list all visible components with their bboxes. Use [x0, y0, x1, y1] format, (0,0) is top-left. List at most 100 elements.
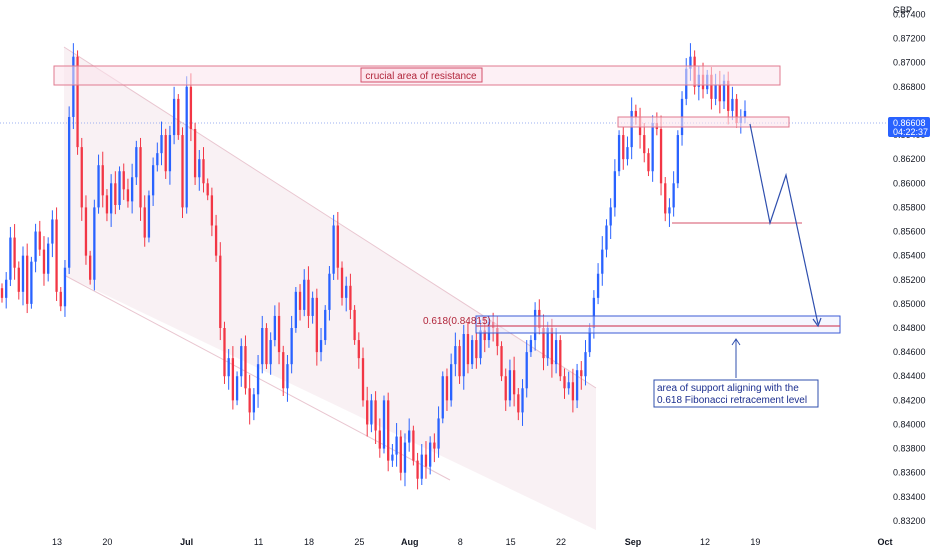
candle-body — [303, 279, 306, 310]
price-tick-label: 0.83600 — [893, 468, 926, 478]
candle-body — [248, 388, 251, 413]
time-tick-label: 8 — [458, 537, 463, 547]
candle-body — [613, 171, 617, 208]
price-tick-label: 0.84000 — [893, 419, 926, 429]
candle-body — [634, 110, 638, 117]
candle-body — [571, 382, 575, 401]
candle-body — [353, 309, 356, 341]
candle-body — [244, 346, 247, 389]
candle-body — [30, 261, 33, 304]
candle-body — [59, 291, 62, 307]
candle-body — [689, 56, 692, 69]
candle-body — [294, 291, 297, 328]
candle-body — [596, 273, 600, 298]
candle-body — [240, 346, 243, 377]
candle-body — [525, 352, 528, 389]
candle-body — [559, 340, 562, 377]
price-tick-label: 0.85200 — [893, 275, 926, 285]
candle-body — [277, 315, 281, 353]
candle-body — [412, 430, 415, 461]
candle-body — [466, 334, 470, 365]
price-axis-background — [886, 0, 932, 550]
time-tick-label: 12 — [700, 537, 710, 547]
candle-body — [651, 123, 654, 172]
candle-body — [168, 135, 172, 172]
candle-body — [643, 135, 646, 154]
candle-body — [382, 400, 386, 449]
candle-body — [487, 321, 491, 341]
candle-body — [718, 84, 721, 102]
candle-body — [189, 86, 193, 130]
price-tick-label: 0.84600 — [893, 347, 926, 357]
time-tick-label: Oct — [877, 537, 892, 547]
price-tick-label: 0.83200 — [893, 516, 926, 526]
candle-body — [542, 328, 545, 359]
candle-body — [214, 225, 218, 256]
candle-body — [147, 195, 151, 238]
projected-path-arrowhead — [812, 317, 822, 328]
price-tick-label: 0.85400 — [893, 251, 926, 261]
candle-body — [357, 340, 360, 359]
candle-body — [332, 225, 335, 274]
candle-body — [9, 237, 12, 280]
candle-body — [626, 147, 629, 160]
candle-body — [575, 370, 579, 401]
candle-body — [664, 183, 667, 214]
candle-body — [445, 376, 449, 401]
candle-body — [273, 315, 277, 341]
time-tick-label: 25 — [354, 537, 364, 547]
price-tick-label: 0.86800 — [893, 82, 926, 92]
candle-body — [424, 454, 428, 467]
candle-body — [84, 207, 88, 256]
price-tick-label: 0.87000 — [893, 58, 926, 68]
candle-body — [340, 267, 344, 298]
candle-body — [500, 346, 503, 377]
candle-body — [252, 394, 256, 413]
current-price-tag — [888, 117, 930, 137]
candle-body — [5, 279, 8, 298]
candle-body — [647, 153, 650, 172]
candle-body — [101, 165, 104, 196]
time-tick-label: 22 — [556, 537, 566, 547]
candle-body — [563, 376, 566, 389]
candle-body — [672, 183, 675, 208]
candle-body — [13, 237, 16, 268]
time-tick-label: Aug — [401, 537, 419, 547]
time-axis[interactable]: 13 20 Jul 11 18 25 Aug 8 15 22 Sep 12 19 Oct — [52, 537, 893, 547]
candle-body — [374, 400, 377, 431]
support-note-line2: 0.618 Fibonacci retracement level — [657, 395, 807, 406]
candle-body — [298, 291, 302, 310]
candle-body — [26, 255, 29, 304]
candle-body — [235, 376, 239, 401]
candle-body — [496, 328, 499, 347]
candle-body — [328, 273, 331, 310]
candle-body — [55, 219, 58, 292]
candle-body — [743, 110, 747, 117]
candle-body — [164, 135, 167, 172]
candle-body — [177, 98, 180, 136]
candle-body — [622, 135, 625, 160]
candle-body — [307, 279, 310, 316]
candle-body — [617, 135, 621, 172]
candle-body — [319, 340, 323, 353]
candle-body — [122, 171, 125, 190]
candle-body — [429, 442, 432, 467]
time-axis-background — [0, 533, 886, 550]
candle-body — [181, 135, 184, 208]
candle-body — [470, 340, 474, 365]
candle-body — [198, 159, 201, 178]
candle-body — [227, 358, 230, 377]
candle-body — [231, 358, 235, 401]
candle-body — [441, 376, 444, 419]
candle-body — [395, 436, 398, 455]
time-tick-label: 13 — [52, 537, 62, 547]
support-note-line1: area of support aligning with the — [657, 383, 799, 394]
candle-body — [403, 442, 407, 473]
candle-body — [223, 328, 226, 377]
projected-price-path — [749, 123, 819, 325]
countdown-timer: 04:22:37 — [893, 127, 928, 137]
candle-body — [42, 249, 46, 274]
candle-body — [584, 352, 587, 377]
candle-body — [550, 328, 554, 365]
